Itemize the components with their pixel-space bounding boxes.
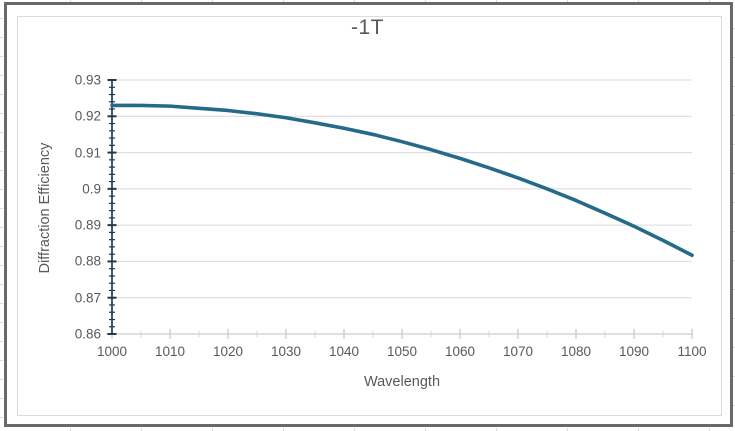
y-tick-label: 0.86 [74, 326, 101, 342]
x-tick-label: 1020 [212, 344, 244, 359]
x-tick-label: 1070 [502, 344, 534, 359]
x-tick-label: 1010 [154, 344, 186, 359]
y-tick-label: 0.93 [74, 72, 101, 88]
x-tick-label: 1080 [560, 344, 592, 359]
x-tick-label: 1100 [677, 344, 707, 359]
y-tick-label: 0.87 [74, 290, 101, 306]
y-tick-label: 0.88 [74, 253, 101, 269]
x-tick-label: 1040 [328, 344, 360, 359]
chart-area-border [17, 16, 722, 416]
y-tick-label: 0.92 [74, 108, 101, 124]
x-tick-label: 1060 [444, 344, 476, 359]
y-tick-label: 0.91 [74, 145, 101, 161]
series-line[interactable] [110, 103, 694, 258]
x-tick-label: 1050 [386, 344, 418, 359]
chart-title[interactable]: -1T [351, 16, 384, 39]
x-tick-label: 1000 [96, 344, 128, 359]
x-tick-label: 1090 [618, 344, 650, 359]
x-tick-label: 1030 [270, 344, 302, 359]
y-tick-label: 0.89 [74, 217, 101, 233]
x-axis-title[interactable]: Wavelength [363, 374, 441, 390]
y-tick-label: 0.9 [82, 181, 101, 197]
